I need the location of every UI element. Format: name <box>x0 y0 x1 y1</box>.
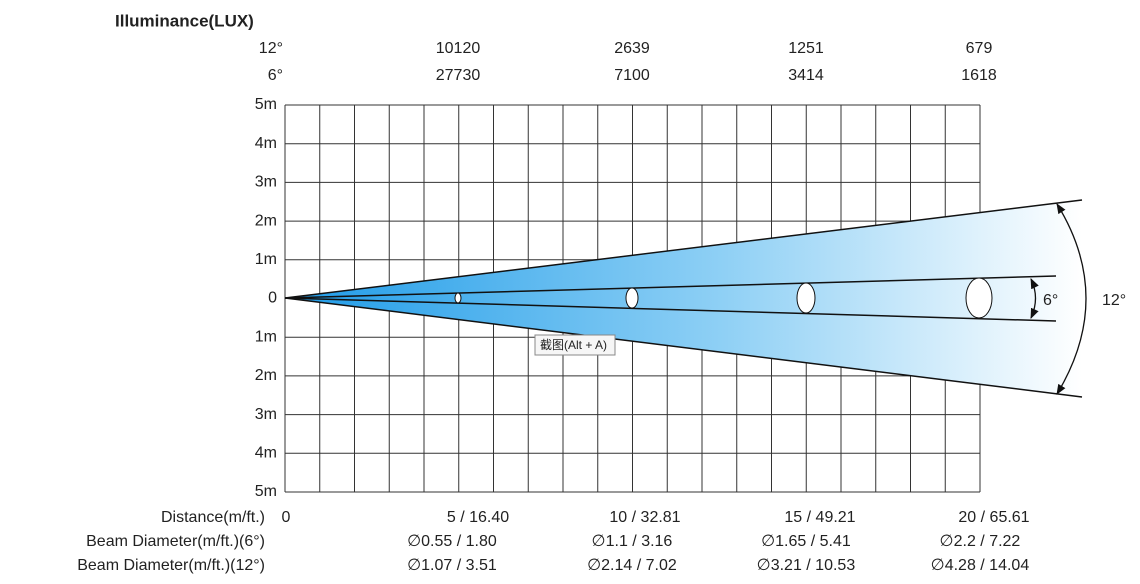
illuminance-value: 679 <box>966 40 993 57</box>
illuminance-row-label: 6° <box>268 67 283 84</box>
footer-value: ∅2.2 / 7.22 <box>940 533 1021 550</box>
footer-value: 10 / 32.81 <box>609 509 680 526</box>
illuminance-value: 7100 <box>614 67 650 84</box>
y-label: 3m <box>255 406 277 423</box>
tooltip-text: 截图(Alt + A) <box>540 338 607 352</box>
narrow-angle-label: 6° <box>1043 292 1058 309</box>
tooltip-box <box>534 334 616 356</box>
beam-edge <box>284 199 1083 299</box>
footer-row-label: Beam Diameter(m/ft.)(12°) <box>77 557 265 574</box>
footer-value: 0 <box>282 509 291 526</box>
footer-value: ∅1.65 / 5.41 <box>761 533 851 550</box>
tooltip: 截图(Alt + A) <box>534 334 616 356</box>
footer-value: 5 / 16.40 <box>447 509 509 526</box>
y-label: 1m <box>255 328 277 345</box>
footer-value: 15 / 49.21 <box>784 509 855 526</box>
beam-spot <box>625 287 639 309</box>
illuminance-value: 27730 <box>436 67 481 84</box>
angle-arc <box>1030 278 1039 319</box>
y-label: 3m <box>255 174 277 191</box>
footer-row-label: Distance(m/ft.) <box>161 509 265 526</box>
footer-value: ∅4.28 / 14.04 <box>931 557 1030 574</box>
angle-arc <box>1056 203 1087 395</box>
illuminance-value: 10120 <box>436 40 481 57</box>
footer-value: ∅3.21 / 10.53 <box>757 557 856 574</box>
illuminance-value: 1251 <box>788 40 824 57</box>
beam-edge <box>284 275 1057 299</box>
footer-value: ∅1.1 / 3.16 <box>592 533 673 550</box>
beam-spot <box>965 277 993 319</box>
illuminance-value: 3414 <box>788 67 824 84</box>
footer-value: 20 / 65.61 <box>958 509 1029 526</box>
beam-spot <box>796 282 816 314</box>
y-label: 1m <box>255 251 277 268</box>
beam-edge <box>284 297 1057 322</box>
beam-edge <box>284 297 1083 398</box>
wide-beam <box>285 200 1082 397</box>
y-label: 4m <box>255 445 277 462</box>
y-label: 2m <box>255 367 277 384</box>
y-label: 5m <box>255 96 277 113</box>
illuminance-row-label: 12° <box>259 40 283 57</box>
footer-value: ∅2.14 / 7.02 <box>587 557 677 574</box>
footer-value: ∅0.55 / 1.80 <box>407 533 497 550</box>
illuminance-value: 2639 <box>614 40 650 57</box>
illuminance-value: 1618 <box>961 67 997 84</box>
footer-row-label: Beam Diameter(m/ft.)(6°) <box>86 533 265 550</box>
y-label: 2m <box>255 212 277 229</box>
footer-value: ∅1.07 / 3.51 <box>407 557 497 574</box>
title: Illuminance(LUX) <box>115 11 254 30</box>
y-label: 4m <box>255 135 277 152</box>
beam-spot <box>454 292 462 304</box>
y-label: 0 <box>268 290 277 307</box>
labels: 5m 4m 3m 2m 1m 0 1m 2m 3m 4m 5m 12° 10120 2639 1251 679… <box>77 40 1029 574</box>
wide-angle-label: 12° <box>1102 292 1126 309</box>
y-label: 5m <box>255 483 277 500</box>
